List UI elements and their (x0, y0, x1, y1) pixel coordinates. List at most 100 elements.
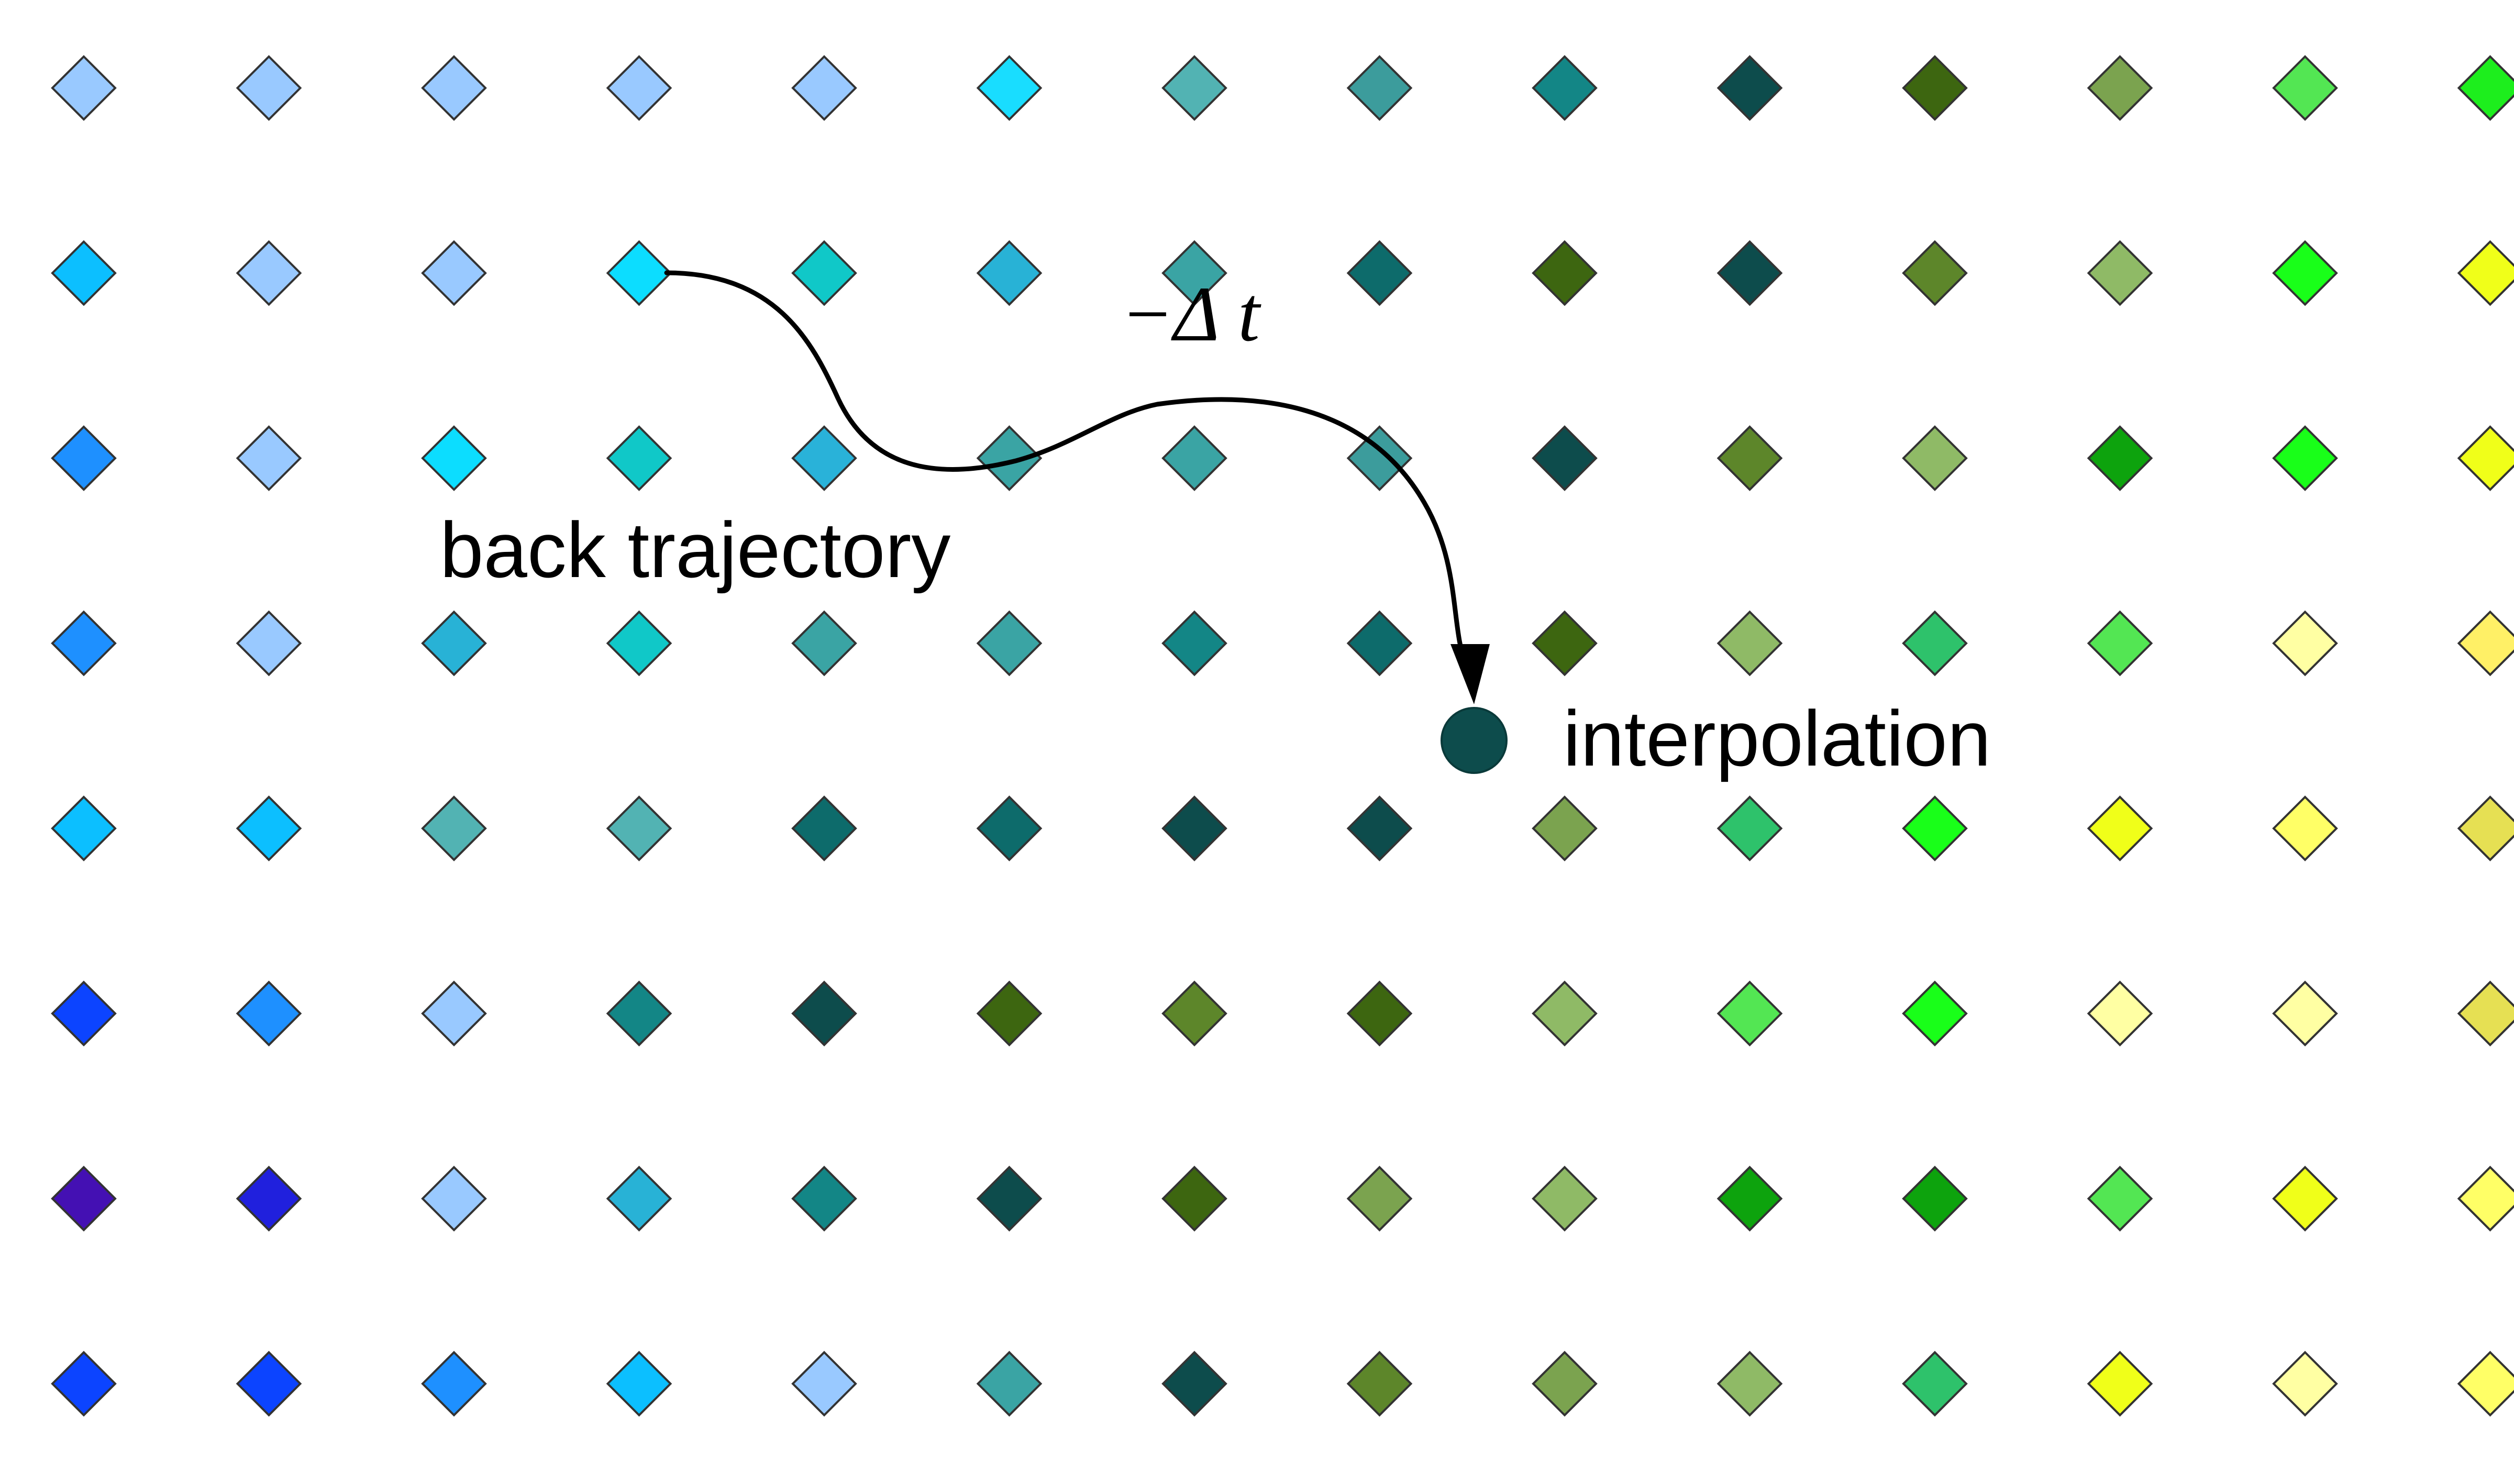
grid-point (1532, 795, 1598, 861)
grid-point (51, 240, 117, 306)
grid-point (1346, 55, 1413, 121)
grid-point (976, 240, 1043, 306)
grid-point (1716, 1350, 1783, 1417)
grid-point (1161, 610, 1227, 677)
grid-point (421, 1166, 487, 1232)
grid-point (1716, 1166, 1783, 1232)
grid-point (1161, 240, 1227, 306)
grid-point (1346, 980, 1413, 1047)
grid-point (606, 1166, 672, 1232)
back-trajectory-curve (664, 270, 1469, 668)
grid-point (1716, 795, 1783, 861)
grid-point (51, 1350, 117, 1417)
grid-point (2457, 980, 2514, 1047)
grid-point (1716, 55, 1783, 121)
grid-point (2457, 610, 2514, 677)
grid-point (1346, 1166, 1413, 1232)
grid-point (1532, 425, 1598, 491)
grid-point (421, 425, 487, 491)
grid-point (1532, 980, 1598, 1047)
grid-point (976, 610, 1043, 677)
grid-point (2272, 55, 2338, 121)
grid-point (236, 55, 302, 121)
grid-point (1902, 1166, 1968, 1232)
grid-point (976, 795, 1043, 861)
grid-point (2272, 610, 2338, 677)
back-trajectory-label: back trajectory (440, 506, 950, 594)
grid-point (421, 1350, 487, 1417)
grid-point (976, 425, 1043, 491)
grid-point (1716, 610, 1783, 677)
grid-point (421, 795, 487, 861)
grid-point (1346, 425, 1413, 491)
grid-point (236, 1166, 302, 1232)
grid-point (2087, 610, 2153, 677)
grid-point (1532, 610, 1598, 677)
grid-point (976, 980, 1043, 1047)
grid-point (236, 240, 302, 306)
grid-point (2457, 425, 2514, 491)
grid-point (1716, 980, 1783, 1047)
grid-point (1346, 795, 1413, 861)
grid-point (606, 425, 672, 491)
grid-point (1716, 240, 1783, 306)
grid-points (51, 55, 2514, 1417)
grid-point (1161, 795, 1227, 861)
grid-point (421, 610, 487, 677)
grid-point (51, 425, 117, 491)
grid-point (2272, 425, 2338, 491)
grid-point (2087, 240, 2153, 306)
grid-point (421, 55, 487, 121)
grid-point (51, 980, 117, 1047)
grid-point (236, 1350, 302, 1417)
grid-point (791, 795, 857, 861)
grid-point (976, 55, 1043, 121)
grid-point (791, 240, 857, 306)
grid-point (2272, 1350, 2338, 1417)
grid-point (51, 1166, 117, 1232)
grid-point (606, 55, 672, 121)
grid-point (2087, 55, 2153, 121)
grid-point (606, 980, 672, 1047)
grid-point (2457, 795, 2514, 861)
grid-point (1716, 425, 1783, 491)
grid-point (2272, 240, 2338, 306)
grid-point (1161, 1166, 1227, 1232)
interpolation-point (1441, 707, 1508, 774)
grid-point (1902, 55, 1968, 121)
grid-point (1532, 1350, 1598, 1417)
grid-point (2087, 1166, 2153, 1232)
grid-point (51, 55, 117, 121)
grid-point (1902, 425, 1968, 491)
grid-point (2087, 795, 2153, 861)
grid-point (1902, 980, 1968, 1047)
grid-point (791, 1350, 857, 1417)
grid-point (2087, 425, 2153, 491)
grid-point (2087, 1350, 2153, 1417)
grid-point (421, 980, 487, 1047)
grid-point (1902, 1350, 1968, 1417)
grid-point (2457, 240, 2514, 306)
grid-point (2457, 1350, 2514, 1417)
grid-point (2272, 1166, 2338, 1232)
grid-point (51, 795, 117, 861)
grid-point (1161, 1350, 1227, 1417)
grid-point (1532, 240, 1598, 306)
grid-point (1346, 240, 1413, 306)
grid-point (2272, 980, 2338, 1047)
grid-point (976, 1166, 1043, 1232)
grid-point (51, 610, 117, 677)
grid-point (606, 240, 672, 306)
grid-point (421, 240, 487, 306)
grid-point (236, 795, 302, 861)
grid-point (606, 610, 672, 677)
grid-point (976, 1350, 1043, 1417)
grid-point (1161, 55, 1227, 121)
grid-point (791, 425, 857, 491)
grid-point (2457, 55, 2514, 121)
grid-point (791, 1166, 857, 1232)
grid-point (1902, 610, 1968, 677)
grid-point (791, 55, 857, 121)
grid-point (2087, 980, 2153, 1047)
